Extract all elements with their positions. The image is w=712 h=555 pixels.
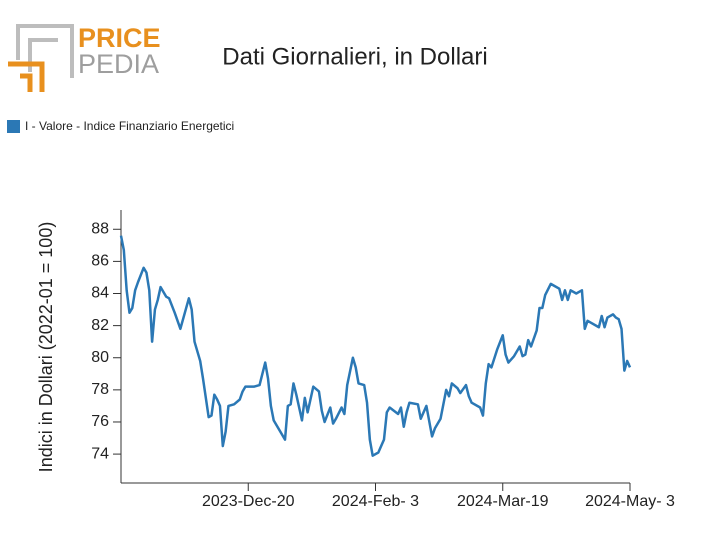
y-tick-label: 80: [91, 349, 109, 366]
y-tick-label: 76: [91, 413, 109, 430]
logo-text: PEDIA: [78, 49, 159, 79]
logo-text: PRICE: [78, 23, 161, 53]
x-tick-label: 2024-May- 3: [585, 493, 675, 510]
x-tick-label: 2024-Mar-19: [457, 493, 549, 510]
legend-swatch: [7, 120, 20, 133]
logo-shape: [28, 38, 58, 72]
legend-label: I - Valore - Indice Finanziario Energeti…: [25, 119, 234, 133]
y-tick-label: 74: [91, 445, 109, 462]
logo-shape: [16, 24, 74, 78]
x-tick-label: 2023-Dec-20: [202, 493, 295, 510]
logo: PRICE PEDIA: [8, 23, 161, 92]
logo-shape: [20, 73, 33, 92]
chart-title: Dati Giornalieri, in Dollari: [222, 43, 487, 70]
y-tick-label: 88: [91, 220, 109, 237]
logo-shape: [8, 61, 45, 92]
y-tick-label: 84: [91, 285, 109, 302]
y-tick-label: 82: [91, 317, 109, 334]
data-line: [119, 235, 632, 457]
y-tick-label: 78: [91, 381, 109, 398]
y-tick-label: 86: [91, 253, 109, 270]
y-axis-label: Indici in Dollari (2022-01 = 100): [36, 222, 56, 473]
x-tick-label: 2024-Feb- 3: [332, 493, 419, 510]
